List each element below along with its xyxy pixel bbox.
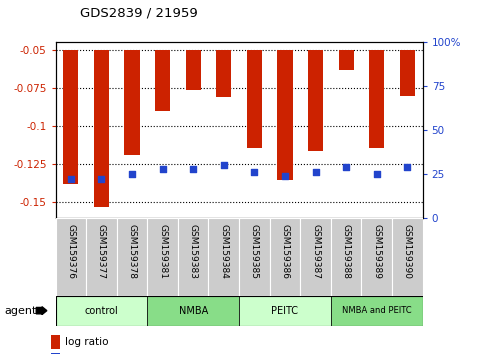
- Point: [373, 171, 381, 177]
- Point: [281, 173, 289, 178]
- Text: GSM159385: GSM159385: [250, 224, 259, 279]
- Bar: [331, 296, 423, 326]
- Bar: [308, 50, 323, 151]
- Text: GSM159378: GSM159378: [128, 224, 137, 279]
- Point: [342, 164, 350, 170]
- Bar: [178, 218, 209, 296]
- Bar: [369, 50, 384, 148]
- Point: [251, 169, 258, 175]
- Text: GSM159389: GSM159389: [372, 224, 381, 279]
- Bar: [185, 50, 201, 90]
- Bar: [86, 218, 117, 296]
- Bar: [392, 218, 423, 296]
- Text: agent: agent: [5, 306, 37, 316]
- Bar: [51, 353, 60, 354]
- Bar: [400, 50, 415, 96]
- Bar: [247, 50, 262, 148]
- Bar: [155, 50, 170, 111]
- Text: GSM159381: GSM159381: [158, 224, 167, 279]
- Text: GSM159388: GSM159388: [341, 224, 351, 279]
- Bar: [56, 218, 86, 296]
- Bar: [277, 50, 293, 179]
- Bar: [147, 218, 178, 296]
- Text: log ratio: log ratio: [65, 337, 109, 347]
- Point: [98, 176, 105, 182]
- Bar: [94, 50, 109, 207]
- Text: NMBA and PEITC: NMBA and PEITC: [342, 306, 412, 315]
- Bar: [147, 296, 239, 326]
- Bar: [209, 218, 239, 296]
- Point: [403, 164, 411, 170]
- Bar: [339, 50, 354, 70]
- Bar: [239, 296, 331, 326]
- Point: [128, 171, 136, 177]
- Point: [67, 176, 75, 182]
- Text: NMBA: NMBA: [179, 306, 208, 316]
- Text: GSM159384: GSM159384: [219, 224, 228, 279]
- Bar: [239, 218, 270, 296]
- Text: PEITC: PEITC: [271, 306, 298, 316]
- Point: [220, 162, 227, 168]
- Bar: [56, 296, 147, 326]
- Bar: [270, 218, 300, 296]
- Bar: [63, 50, 78, 184]
- Bar: [300, 218, 331, 296]
- Bar: [216, 50, 231, 97]
- Text: GDS2839 / 21959: GDS2839 / 21959: [80, 6, 198, 19]
- Bar: [331, 218, 361, 296]
- Text: control: control: [85, 306, 118, 316]
- Text: GSM159376: GSM159376: [66, 224, 75, 279]
- Text: GSM159383: GSM159383: [189, 224, 198, 279]
- Point: [312, 169, 319, 175]
- Bar: [125, 50, 140, 155]
- Bar: [117, 218, 147, 296]
- Text: GSM159377: GSM159377: [97, 224, 106, 279]
- Text: GSM159387: GSM159387: [311, 224, 320, 279]
- Bar: [361, 218, 392, 296]
- Text: GSM159390: GSM159390: [403, 224, 412, 279]
- Point: [189, 166, 197, 171]
- Point: [159, 166, 167, 171]
- Text: GSM159386: GSM159386: [281, 224, 289, 279]
- Bar: [51, 335, 60, 349]
